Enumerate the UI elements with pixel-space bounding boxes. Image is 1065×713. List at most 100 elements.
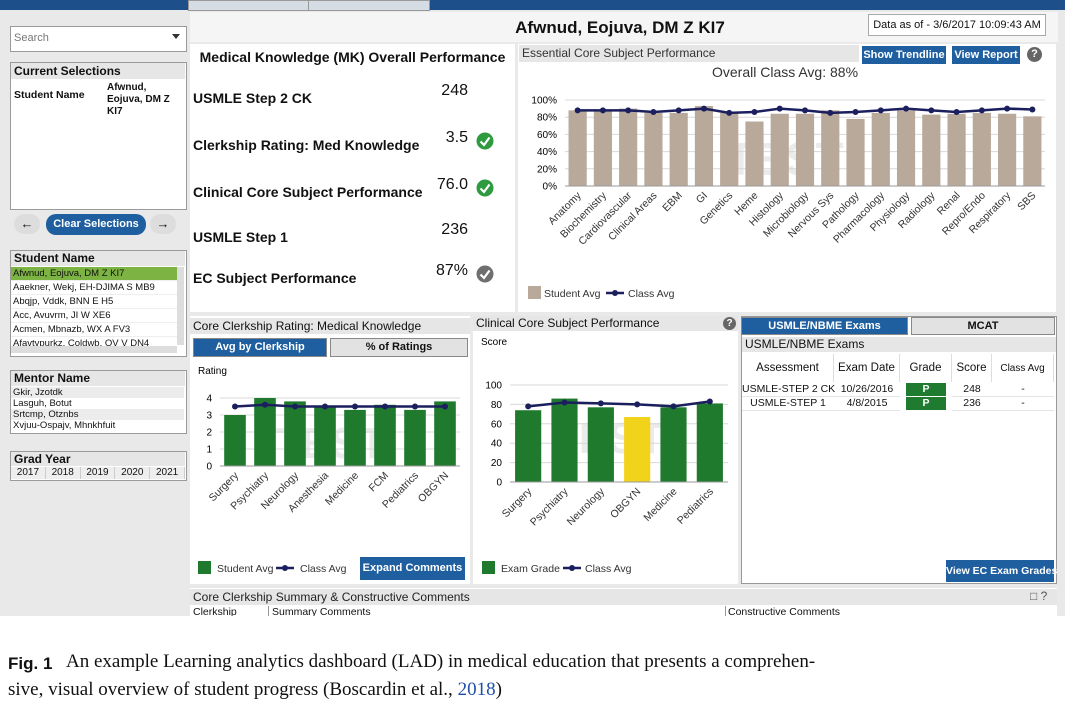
legend-swatch: [482, 561, 495, 574]
list-item[interactable]: Acc, Avuvrm, JI W XE6: [11, 309, 177, 323]
bar: [998, 113, 1017, 186]
tab[interactable]: % of Ratings: [330, 338, 468, 357]
bar: [669, 112, 688, 186]
bar: [314, 406, 336, 466]
list-item[interactable]: Afwnud, Eojuva, DM Z KI7: [11, 267, 177, 281]
grad-year-item[interactable]: 2018: [45, 467, 81, 479]
bar: [846, 118, 865, 186]
column-header: Grade: [900, 354, 952, 382]
view-report-button[interactable]: View Report: [952, 46, 1020, 64]
line-marker: [597, 400, 604, 407]
status-circle: [476, 179, 494, 197]
metric-label: EC Subject Performance: [193, 270, 357, 286]
grad-year-item[interactable]: 2019: [80, 467, 116, 479]
table-cell: -: [992, 397, 1054, 411]
tab-active[interactable]: Avg by Clerkship: [193, 338, 327, 357]
y-tick-label: 0: [496, 478, 502, 489]
clinical-chart: TESTScore020406080100SurgeryPsychiatryNe…: [481, 337, 728, 575]
line-marker: [978, 107, 985, 114]
bar: [947, 113, 966, 186]
clerkship-chart: TESTRating01234SurgeryPsychiatryNeurolog…: [198, 366, 460, 575]
bar: [551, 398, 578, 482]
metric-value: 87%: [435, 262, 468, 279]
help-icon[interactable]: ?: [1027, 47, 1042, 62]
student-list: Afwnud, Eojuva, DM Z KI7 Aaekner, Wekj, E…: [11, 267, 177, 351]
caption-text: sive, visual overview of student progres…: [8, 679, 458, 700]
column-header: Constructive Comments: [728, 606, 841, 616]
scrollbar[interactable]: [11, 346, 177, 353]
panel-title: Core Clerkship Rating: Medical Knowledge: [190, 318, 470, 334]
list-item[interactable]: Gkir, Jzotdk: [11, 387, 184, 398]
panel-subtitle: USMLE/NBME Exams: [742, 337, 1056, 352]
back-button[interactable]: ←: [14, 214, 40, 234]
y-tick-label: 4: [206, 394, 212, 405]
bar: [922, 114, 941, 186]
view-ec-grades-button[interactable]: View EC Exam Grades: [946, 560, 1057, 582]
tab[interactable]: [308, 0, 430, 11]
expand-comments-button[interactable]: Expand Comments: [360, 557, 465, 580]
bar: [770, 113, 789, 186]
mentor-list: Gkir, Jzotdk Lasguh, Botut Srtcmp, Otznbs X…: [11, 387, 184, 431]
legend-marker: [612, 290, 618, 296]
metric-value: 76.0: [436, 176, 468, 193]
tab[interactable]: [188, 0, 310, 11]
citation-link[interactable]: 2018: [457, 679, 496, 700]
list-item[interactable]: Lasguh, Botut: [11, 398, 184, 409]
section-header: Grad Year: [11, 452, 185, 466]
grad-year-item[interactable]: 2021: [150, 467, 185, 479]
y-tick-label: 0: [206, 462, 212, 473]
y-tick-label: 0%: [543, 182, 558, 193]
dropdown-arrow[interactable]: [172, 34, 180, 40]
panel-title: Core Clerkship Summary & Constructive Co…: [190, 589, 1057, 605]
forward-button[interactable]: →: [150, 214, 176, 234]
line-marker: [675, 107, 682, 114]
line-marker: [700, 105, 707, 112]
show-trendline-button[interactable]: Show Trendline: [862, 46, 946, 64]
bar: [745, 121, 764, 186]
list-item[interactable]: Aaekner, Wekj, EH-DJIMA S MB9: [11, 281, 177, 295]
table-cell: 10/26/2016: [834, 383, 900, 397]
y-axis-label: Score: [481, 337, 508, 348]
bar: [515, 410, 542, 482]
list-item[interactable]: Xvjuu-Ospajv, Mhnkhfuit: [11, 420, 184, 431]
legend-label: Class Avg: [300, 563, 347, 575]
divider: [268, 606, 269, 616]
mk-panel: [190, 44, 515, 312]
selection-value: Afwnud, Eojuva, DM Z KI7: [107, 82, 170, 117]
metric-label: Clerkship Rating: Med Knowledge: [193, 137, 420, 153]
line-marker: [625, 107, 632, 114]
clear-selections-button[interactable]: Clear Selections: [46, 214, 146, 235]
line-marker: [1004, 105, 1011, 112]
panel-title: Clinical Core Subject Performance: [473, 316, 738, 331]
search-box[interactable]: [10, 26, 187, 52]
list-item[interactable]: Abqjp, Vddk, BNN E H5: [11, 295, 177, 309]
metric-label: USMLE Step 1: [193, 229, 288, 245]
status-icon: [476, 132, 494, 150]
bar: [284, 401, 306, 466]
column-header: Exam Date: [834, 354, 900, 382]
grad-year-item[interactable]: 2020: [115, 467, 151, 479]
column-header: Score: [952, 354, 992, 382]
check: [479, 183, 491, 194]
tab-active[interactable]: USMLE/NBME Exams: [741, 317, 908, 335]
scrollbar[interactable]: [177, 267, 184, 345]
bar: [821, 110, 840, 186]
caption-label: Fig. 1: [8, 654, 53, 673]
status-icon: [476, 265, 494, 283]
line-marker: [650, 109, 657, 116]
line-marker: [232, 403, 238, 410]
bar: [568, 110, 587, 186]
column-header: Clerkship: [193, 606, 237, 616]
line-marker: [634, 401, 641, 408]
grad-year-item[interactable]: 2017: [11, 467, 46, 479]
panel-icons[interactable]: □ ?: [1030, 589, 1048, 603]
list-item[interactable]: Srtcmp, Otznbs: [11, 409, 184, 420]
table-cell: 236: [952, 397, 992, 411]
bar: [619, 108, 638, 186]
list-item[interactable]: Acmen, Mbnazb, WX A FV3: [11, 323, 177, 337]
help-icon[interactable]: ?: [723, 317, 736, 330]
tab[interactable]: MCAT: [911, 317, 1055, 335]
legend-marker: [282, 565, 288, 571]
bar: [660, 407, 687, 482]
